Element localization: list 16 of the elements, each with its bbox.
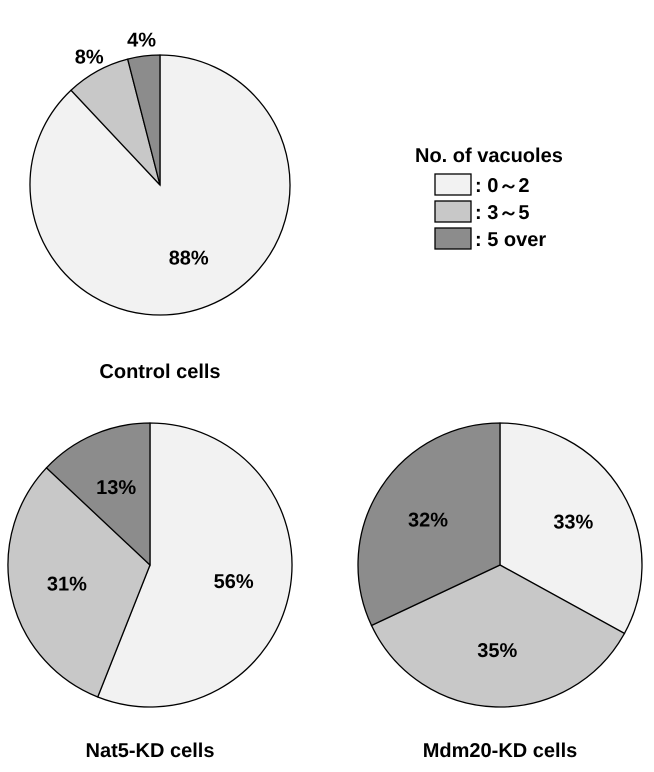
legend-label: : 5 over xyxy=(475,229,546,251)
data-label: 31% xyxy=(46,574,88,596)
data-label: 56% xyxy=(214,570,254,593)
legend-label: : 3～5 xyxy=(475,202,530,224)
text: Nat5-KD cells xyxy=(86,740,214,762)
text: Mdm20-KD cells xyxy=(422,740,578,762)
legend-label: : 0～2 xyxy=(475,175,530,197)
data-label: 32% xyxy=(408,509,448,532)
data-label: 88% xyxy=(168,248,209,270)
text: Control cells xyxy=(99,361,221,383)
data-label: 13% xyxy=(96,476,136,499)
data-label: 35% xyxy=(477,640,518,662)
legend-title: No. of vacuoles xyxy=(415,145,563,167)
data-label: 4% xyxy=(127,29,156,52)
data-label: 33% xyxy=(553,512,594,534)
data-label: 8% xyxy=(74,46,104,68)
